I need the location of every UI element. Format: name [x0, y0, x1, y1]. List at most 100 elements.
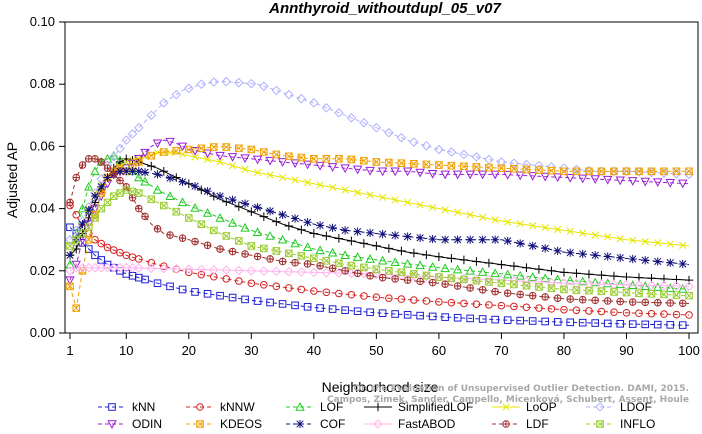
- data-point-knnw: [109, 246, 118, 254]
- legend-label: kNN: [132, 400, 155, 414]
- data-point-ldof: [421, 140, 432, 151]
- data-point-odin: [240, 154, 250, 164]
- data-point-fastabod: [246, 265, 257, 276]
- data-point-kdeos: [447, 161, 456, 170]
- data-point-knn: [453, 313, 462, 322]
- data-point-loop: [516, 220, 524, 228]
- data-point-knnw: [510, 302, 518, 311]
- data-point-knnw: [647, 309, 656, 318]
- data-point-ldof: [296, 93, 307, 104]
- series-ldf: [66, 155, 690, 308]
- data-point-knn: [278, 300, 287, 308]
- data-point-inflo: [610, 288, 618, 296]
- data-point-knn: [91, 251, 99, 260]
- data-point-ldof: [221, 76, 232, 87]
- data-point-lof: [177, 197, 188, 207]
- data-point-lof: [452, 264, 463, 274]
- data-point-cof: [628, 254, 637, 264]
- data-point-odin: [640, 177, 650, 187]
- data-point-inflo: [485, 278, 493, 286]
- data-point-cof: [678, 259, 687, 269]
- data-point-cof: [403, 232, 412, 241]
- data-point-lof: [515, 270, 525, 280]
- data-point-loop: [416, 201, 424, 209]
- data-point-odin: [265, 156, 275, 166]
- data-point-lof: [290, 238, 300, 248]
- data-point-kdeos: [597, 167, 606, 176]
- data-point-loop: [428, 203, 437, 212]
- data-point-ldof: [609, 166, 619, 177]
- data-point-inflo: [410, 270, 418, 278]
- data-point-kdeos: [660, 167, 668, 176]
- data-point-loop: [378, 193, 387, 202]
- data-point-lof: [352, 252, 363, 261]
- legend-label: ODIN: [132, 417, 162, 431]
- data-point-simplifiedlof: [559, 268, 569, 277]
- data-point-inflo: [572, 286, 581, 294]
- data-point-knn: [353, 307, 362, 315]
- data-point-knnw: [197, 270, 206, 279]
- data-point-simplifiedlof: [622, 272, 631, 282]
- data-point-simplifiedlof: [397, 246, 406, 256]
- data-point-fastabod: [321, 267, 332, 278]
- data-point-inflo: [585, 286, 593, 295]
- data-point-odin: [352, 165, 363, 175]
- data-point-ldf: [416, 277, 424, 286]
- data-point-knn: [416, 311, 424, 320]
- data-point-knn: [66, 223, 74, 232]
- data-point-kdeos: [260, 148, 268, 156]
- data-point-inflo: [435, 273, 443, 281]
- x-tick-label: 70: [494, 343, 508, 358]
- data-point-cof: [190, 182, 200, 191]
- legend-marker-inflo: [596, 420, 604, 428]
- data-point-ldof: [271, 85, 282, 96]
- legend-label: FastABOD: [398, 417, 456, 431]
- series-knnw: [66, 201, 693, 319]
- legend-marker-kdeos: [196, 420, 204, 428]
- data-point-ldof: [521, 159, 532, 170]
- data-point-loop: [479, 213, 487, 221]
- data-point-knn: [391, 310, 399, 318]
- x-tick-label: 100: [678, 343, 700, 358]
- data-point-knn: [178, 285, 187, 294]
- data-point-knnw: [572, 306, 581, 315]
- data-point-knn: [266, 298, 274, 307]
- data-point-simplifiedlof: [247, 207, 256, 217]
- data-point-inflo: [260, 244, 268, 253]
- data-point-ldf: [228, 247, 237, 256]
- data-point-loop: [504, 218, 512, 226]
- data-point-ldf: [216, 245, 224, 253]
- data-point-inflo: [372, 265, 381, 274]
- data-point-cof: [90, 192, 100, 201]
- data-point-ldf: [109, 170, 118, 179]
- data-point-inflo: [335, 259, 343, 268]
- data-point-knnw: [285, 284, 293, 292]
- data-point-ldof: [509, 158, 519, 169]
- watermark-line-1: Campos, Zimek, Sander, Campello, Micenko…: [327, 395, 689, 405]
- data-point-odin: [527, 172, 538, 181]
- data-point-odin: [402, 167, 413, 177]
- data-point-ldf: [378, 273, 387, 282]
- data-point-ldf: [428, 278, 437, 287]
- data-point-fastabod: [171, 264, 182, 274]
- data-point-inflo: [147, 195, 156, 204]
- data-point-knn: [466, 314, 474, 323]
- data-point-knnw: [472, 300, 481, 308]
- data-point-loop: [341, 186, 349, 194]
- data-point-simplifiedlof: [347, 236, 356, 246]
- data-point-loop: [153, 148, 162, 157]
- data-point-cof: [122, 167, 131, 176]
- data-point-knn: [428, 312, 437, 321]
- data-point-odin: [615, 176, 625, 186]
- data-point-ldf: [141, 212, 149, 221]
- data-point-cof: [541, 244, 550, 253]
- data-point-knnw: [435, 298, 443, 306]
- data-point-cof: [165, 174, 175, 183]
- legend-label: SimplifiedLOF: [398, 400, 473, 414]
- data-point-ldf: [66, 198, 74, 207]
- data-point-loop: [591, 231, 599, 239]
- data-point-simplifiedlof: [422, 250, 431, 260]
- data-point-odin: [565, 174, 575, 183]
- data-point-kdeos: [222, 143, 231, 151]
- data-point-lof: [402, 258, 413, 268]
